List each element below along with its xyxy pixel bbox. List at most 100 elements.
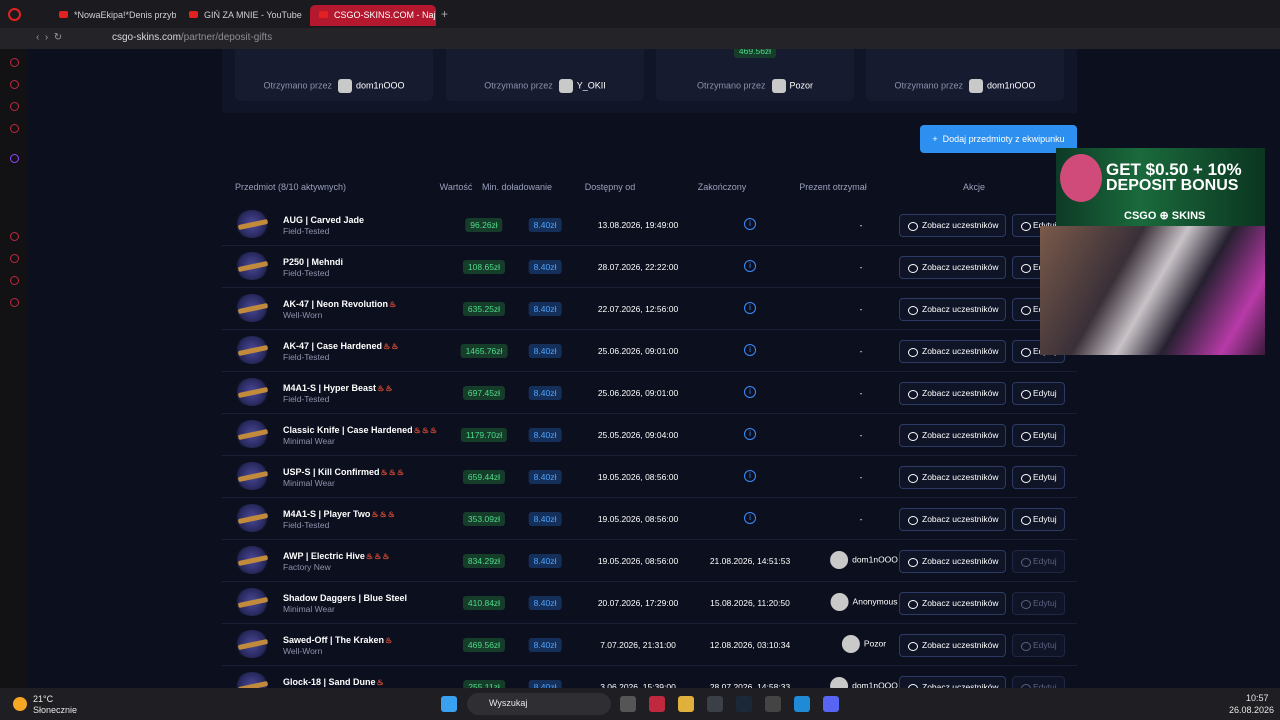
gift-winner: - xyxy=(860,220,863,230)
app-icon[interactable] xyxy=(765,696,781,712)
sidebar-icon[interactable] xyxy=(10,298,19,307)
flame-icon: ♨ xyxy=(421,426,429,435)
info-icon[interactable]: i xyxy=(744,428,756,440)
app-icon[interactable] xyxy=(649,696,665,712)
min-deposit: 8.40zł xyxy=(528,428,562,442)
info-icon[interactable]: i xyxy=(744,470,756,482)
nav-buttons[interactable]: ‹ › ↻ xyxy=(36,32,63,43)
min-deposit: 8.40zł xyxy=(528,680,562,688)
app-icon[interactable] xyxy=(678,696,694,712)
winner-name: - xyxy=(859,430,863,440)
item-name[interactable]: Sawed-Off | The Kraken♨ xyxy=(283,635,392,645)
receiver-name[interactable]: Y_OKII xyxy=(576,80,606,91)
edit-button[interactable]: Edytuj xyxy=(1012,466,1065,489)
item-name[interactable]: M4A1-S | Player Two♨♨♨ xyxy=(283,509,395,519)
item-name[interactable]: USP-S | Kill Confirmed♨♨♨ xyxy=(283,467,404,477)
item-value: 1179.70zł xyxy=(460,428,508,442)
gift-winner[interactable]: Anonymous xyxy=(825,593,897,611)
view-participants-button[interactable]: Zobacz uczestników xyxy=(899,424,1006,447)
gift-received-line: Otrzymano przez dom1nOOO xyxy=(235,79,433,93)
item-name[interactable]: Shadow Daggers | Blue Steel xyxy=(283,593,407,603)
view-participants-button[interactable]: Zobacz uczestników xyxy=(899,550,1006,573)
info-icon[interactable]: i xyxy=(744,386,756,398)
tab-active[interactable]: CSGO-SKINS.COM - Najlep xyxy=(310,5,436,26)
info-icon[interactable]: i xyxy=(744,302,756,314)
table-row: USP-S | Kill Confirmed♨♨♨ Minimal Wear 659… xyxy=(222,456,1077,498)
clock-time[interactable]: 10:57 xyxy=(1246,693,1269,703)
item-name-text: AK-47 | Case Hardened xyxy=(283,341,383,351)
item-name[interactable]: M4A1-S | Hyper Beast♨♨ xyxy=(283,383,392,393)
view-participants-button[interactable]: Zobacz uczestników xyxy=(899,340,1006,363)
app-icon[interactable] xyxy=(707,696,723,712)
info-icon[interactable]: i xyxy=(744,344,756,356)
gift-winner: - xyxy=(860,262,863,272)
item-name[interactable]: AK-47 | Case Hardened♨♨ xyxy=(283,341,398,351)
sidebar-icon[interactable] xyxy=(10,124,19,133)
info-icon[interactable]: i xyxy=(744,218,756,230)
receiver-name[interactable]: dom1nOOO xyxy=(987,80,1036,91)
gift-winner[interactable]: dom1nOOO xyxy=(824,677,898,688)
view-participants-button[interactable]: Zobacz uczestników xyxy=(899,508,1006,531)
item-name[interactable]: AK-47 | Neon Revolution♨ xyxy=(283,299,396,309)
item-name[interactable]: P250 | Mehndi xyxy=(283,257,343,267)
edit-button[interactable]: Edytuj xyxy=(1012,382,1065,405)
new-tab[interactable]: + xyxy=(441,7,449,21)
gift-winner[interactable]: dom1nOOO xyxy=(824,551,898,569)
temperature[interactable]: 21°C xyxy=(33,694,54,704)
item-value: 635.25zł xyxy=(462,302,506,316)
sidebar-icon[interactable] xyxy=(10,58,19,67)
view-participants-button[interactable]: Zobacz uczestników xyxy=(899,592,1006,615)
stream-overlay: GET $0.50 + 10% DEPOSIT BONUS CSGO ⊕ SKI… xyxy=(1040,148,1265,355)
column-header: Wartość xyxy=(439,182,473,192)
view-participants-button[interactable]: Zobacz uczestników xyxy=(899,214,1006,237)
sidebar-icon[interactable] xyxy=(10,232,19,241)
address-bar: ‹ › ↻ csgo-skins.com/partner/deposit-gif… xyxy=(0,28,1280,49)
receiver-name[interactable]: Pozor xyxy=(789,80,814,91)
edit-button: Edytuj xyxy=(1012,550,1065,573)
start-button[interactable] xyxy=(441,696,457,712)
edit-button[interactable]: Edytuj xyxy=(1012,424,1065,447)
app-icon[interactable] xyxy=(823,696,839,712)
gift-winner[interactable]: Pozor xyxy=(836,635,886,653)
sidebar-icon[interactable] xyxy=(10,80,19,89)
view-participants-button[interactable]: Zobacz uczestników xyxy=(899,256,1006,279)
view-participants-button[interactable]: Zobacz uczestników xyxy=(899,298,1006,321)
search-box[interactable]: Wyszukaj xyxy=(467,693,611,715)
info-icon[interactable]: i xyxy=(744,512,756,524)
sidebar-icon[interactable] xyxy=(10,276,19,285)
view-participants-button[interactable]: Zobacz uczestników xyxy=(899,676,1006,688)
tab[interactable]: GIŃ ZA MNIE - YouTube xyxy=(180,5,306,26)
clock-date[interactable]: 26.08.2026 xyxy=(1229,705,1275,715)
gift-received-line: Otrzymano przez Y_OKII xyxy=(446,79,644,93)
gift-winner: - xyxy=(860,388,863,398)
item-name-text: P250 | Mehndi xyxy=(283,257,344,267)
tab[interactable]: *NowaEkipa!*Denis przyby xyxy=(50,5,176,26)
info-icon[interactable]: i xyxy=(744,260,756,272)
browser-logo[interactable] xyxy=(8,8,21,21)
sidebar-icon[interactable] xyxy=(10,102,19,111)
item-value: 96.26zł xyxy=(465,218,503,232)
add-items-button[interactable]: + Dodaj przedmioty z ekwipunku xyxy=(920,125,1077,153)
url[interactable]: csgo-skins.com/partner/deposit-gifts xyxy=(112,32,272,43)
receiver-name[interactable]: dom1nOOO xyxy=(356,80,405,91)
item-name[interactable]: Glock-18 | Sand Dune♨ xyxy=(283,677,384,687)
weather[interactable]: Słonecznie xyxy=(33,705,78,715)
edit-button[interactable]: Edytuj xyxy=(1012,508,1065,531)
item-name[interactable]: AWP | Electric Hive♨♨♨ xyxy=(283,551,389,561)
view-participants-button[interactable]: Zobacz uczestników xyxy=(899,466,1006,489)
app-icon[interactable] xyxy=(794,696,810,712)
promo-line: GET $0.50 + 10% xyxy=(1106,160,1242,179)
gift-received-line: Otrzymano przez dom1nOOO xyxy=(866,79,1064,93)
app-icon[interactable] xyxy=(620,696,636,712)
item-name[interactable]: Classic Knife | Case Hardened♨♨♨ xyxy=(283,425,437,435)
item-condition: Factory New xyxy=(283,562,331,572)
sidebar-icon[interactable] xyxy=(10,254,19,263)
item-value: 659.44zł xyxy=(462,470,506,484)
app-icon[interactable] xyxy=(736,696,752,712)
view-participants-button[interactable]: Zobacz uczestników xyxy=(899,634,1006,657)
item-name[interactable]: AUG | Carved Jade xyxy=(283,215,364,225)
view-participants-button[interactable]: Zobacz uczestników xyxy=(899,382,1006,405)
weapon-image xyxy=(234,588,270,616)
sidebar-icon[interactable] xyxy=(10,154,19,163)
